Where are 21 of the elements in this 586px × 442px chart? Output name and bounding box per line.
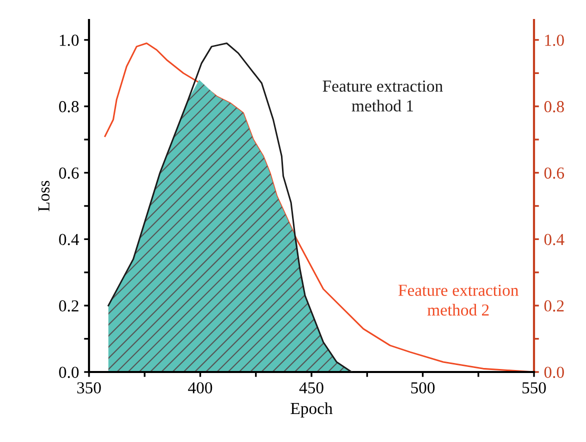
x-tick-label: 500	[411, 382, 435, 394]
x-tick-label: 400	[188, 382, 212, 394]
x-tick-label: 550	[522, 382, 546, 394]
y-tick-label: 0.2	[59, 300, 78, 312]
y-tick-label: 0.6	[59, 167, 79, 179]
y-tick-label: 0.8	[59, 101, 79, 112]
y2-tick-label: 0.4	[544, 234, 564, 246]
y-tick-label: 0.0	[59, 366, 79, 378]
y-axis-title: Loss	[38, 180, 50, 212]
y2-tick-label: 0.6	[544, 167, 564, 179]
y-tick-label: 1.0	[60, 34, 79, 46]
x-tick-label: 450	[299, 382, 324, 394]
y2-tick-label: 1.0	[545, 34, 564, 46]
x-axis-title: Epoch	[290, 402, 333, 418]
x-tick-label: 350	[77, 382, 101, 394]
y-tick-label: 0.4	[59, 234, 80, 246]
series-label: Feature extraction method 2	[398, 284, 518, 316]
y2-tick-label: 0.2	[544, 300, 564, 312]
y2-tick-label: 0.8	[544, 101, 564, 112]
y2-tick-label: 0.0	[544, 366, 564, 378]
text: Feature extraction method 1	[322, 80, 443, 112]
